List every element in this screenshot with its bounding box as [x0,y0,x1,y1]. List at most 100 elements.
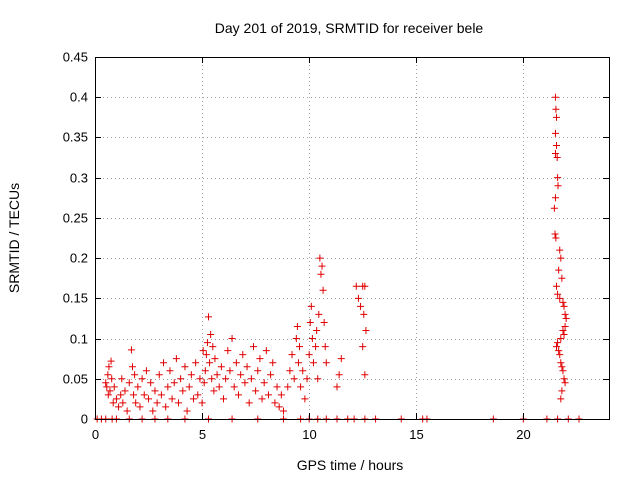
data-point [226,367,234,375]
data-point [205,313,213,321]
data-point [309,359,317,367]
data-point [561,379,569,387]
data-point [183,407,191,415]
data-point [162,403,170,411]
data-point [252,387,260,395]
data-point [106,387,114,395]
data-point [551,150,559,158]
y-tick-label: 0.2 [70,251,88,266]
data-point [237,371,245,379]
data-point [206,359,214,367]
data-point [558,274,566,282]
data-point [140,391,148,399]
data-point [128,363,136,371]
x-tick-label: 0 [92,427,99,442]
data-point [132,399,140,407]
data-point [559,298,567,306]
data-point [199,347,207,355]
x-tick-label: 15 [409,427,423,442]
data-point [275,403,283,411]
data-point [560,331,568,339]
data-point [551,194,559,202]
data-point [256,355,264,363]
data-point [352,282,360,290]
y-tick-label: 0.3 [70,171,88,186]
data-point [552,234,560,242]
data-point [556,246,564,254]
data-point [254,367,262,375]
data-point [190,395,198,403]
data-point [196,375,204,383]
data-point [168,395,176,403]
data-point [313,327,321,335]
y-tick-label: 0.4 [70,90,88,105]
data-point [201,367,209,375]
data-point [305,351,313,359]
data-point [166,367,174,375]
data-point [149,407,157,415]
data-point [115,403,123,411]
y-tick-label: 0 [81,412,88,427]
data-point [145,395,153,403]
data-point [333,383,341,391]
data-point [207,331,215,339]
data-point [293,322,301,330]
data-point [203,339,211,347]
x-axis-label: GPS time / hours [297,457,404,473]
data-point [104,391,112,399]
data-point [557,254,565,262]
data-point [234,391,242,399]
data-point [553,113,561,121]
data-point [554,339,562,347]
data-point [308,335,316,343]
data-point [554,290,562,298]
data-point [200,379,208,387]
data-point [177,375,185,383]
data-point [211,355,219,363]
data-point [209,343,217,351]
x-tick-label: 10 [302,427,316,442]
data-point [296,343,304,351]
data-point [551,93,559,101]
data-point [271,399,279,407]
data-point [269,359,277,367]
data-point [210,387,218,395]
data-point [357,302,365,310]
data-point [215,383,223,391]
data-point [556,351,564,359]
y-tick-label: 0.05 [63,372,88,387]
data-point [147,379,155,387]
data-point [107,357,115,365]
data-point [103,383,111,391]
data-point [243,363,251,371]
y-tick-label: 0.15 [63,291,88,306]
data-point [151,387,159,395]
plot-frame [95,57,610,420]
y-tick-label: 0.25 [63,211,88,226]
data-point [121,387,129,395]
data-point [108,375,116,383]
data-point [277,391,285,399]
data-point [222,375,230,383]
data-point [262,347,270,355]
data-point [322,359,330,367]
data-point [192,359,200,367]
data-point [559,327,567,335]
data-point [559,367,567,375]
data-points [93,93,583,423]
data-point [198,399,206,407]
data-point [119,399,127,407]
data-point [294,359,302,367]
data-point [220,395,227,403]
data-point [110,383,118,391]
data-point [213,371,221,379]
data-point [299,367,307,375]
data-point [361,282,369,290]
data-point [109,399,117,407]
data-point [359,343,367,351]
data-point [354,294,362,302]
data-point [136,403,144,411]
data-point [360,310,368,318]
data-point [155,371,163,379]
data-point [187,371,195,379]
